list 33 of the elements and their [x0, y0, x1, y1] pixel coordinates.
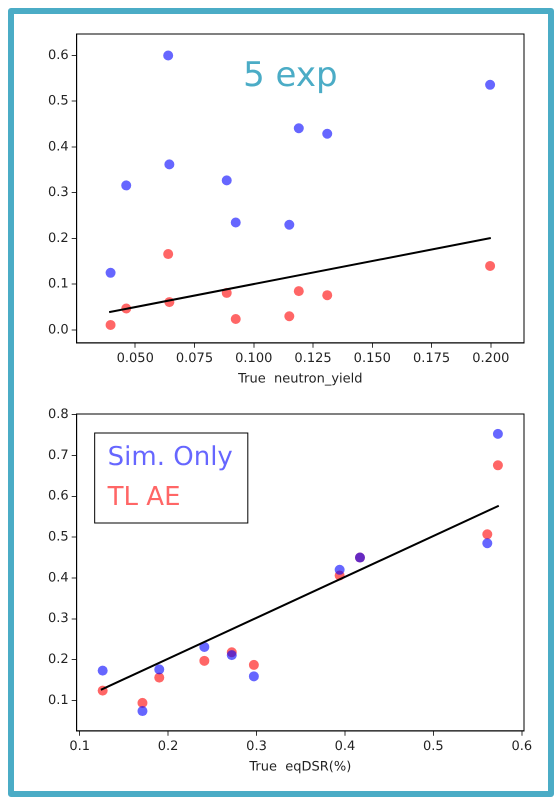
y-tick-label: 0.4	[48, 570, 69, 586]
x-tick-label: 0.150	[354, 350, 391, 366]
y-tick-label: 0.5	[48, 94, 69, 109]
y-tick-label: 0.3	[48, 611, 69, 626]
x-axis-title: True neutron_yield	[237, 372, 363, 387]
y-tick-label: 0.3	[48, 185, 69, 200]
y-tick-label: 0.8	[48, 407, 69, 422]
y-tick-label: 0.6	[48, 488, 69, 504]
y-tick-label: 0.2	[48, 652, 69, 667]
x-tick-label: 0.100	[235, 350, 272, 366]
y-tick-label: 0.0	[48, 322, 69, 338]
x-tick-label: 0.175	[412, 350, 450, 366]
y-tick-label: 0.4	[48, 139, 69, 154]
x-tick-label: 0.050	[116, 350, 154, 366]
x-tick-label: 0.1	[69, 738, 90, 754]
x-axis-title: True eqDSR(%)	[248, 760, 352, 775]
text: Sim. Only	[108, 442, 233, 472]
annotation: 5 exp	[243, 54, 338, 95]
x-tick-label: 0.5	[423, 738, 444, 754]
x-tick-label: 0.6	[511, 738, 532, 754]
y-tick-label: 0.6	[48, 48, 69, 63]
y-tick-label: 0.7	[48, 448, 69, 463]
y-tick-label: 0.2	[48, 230, 69, 246]
x-tick-label: 0.4	[334, 738, 356, 754]
x-tick-label: 0.2	[158, 738, 178, 754]
x-tick-label: 0.075	[176, 350, 214, 366]
x-tick-label: 0.3	[246, 738, 267, 754]
y-tick-label: 0.5	[48, 530, 69, 545]
text: TL AE	[106, 482, 181, 512]
y-tick-label: 0.1	[48, 692, 69, 708]
y-tick-label: 0.1	[48, 276, 69, 292]
x-tick-label: 0.200	[472, 350, 510, 366]
x-tick-label: 0.125	[294, 350, 332, 366]
